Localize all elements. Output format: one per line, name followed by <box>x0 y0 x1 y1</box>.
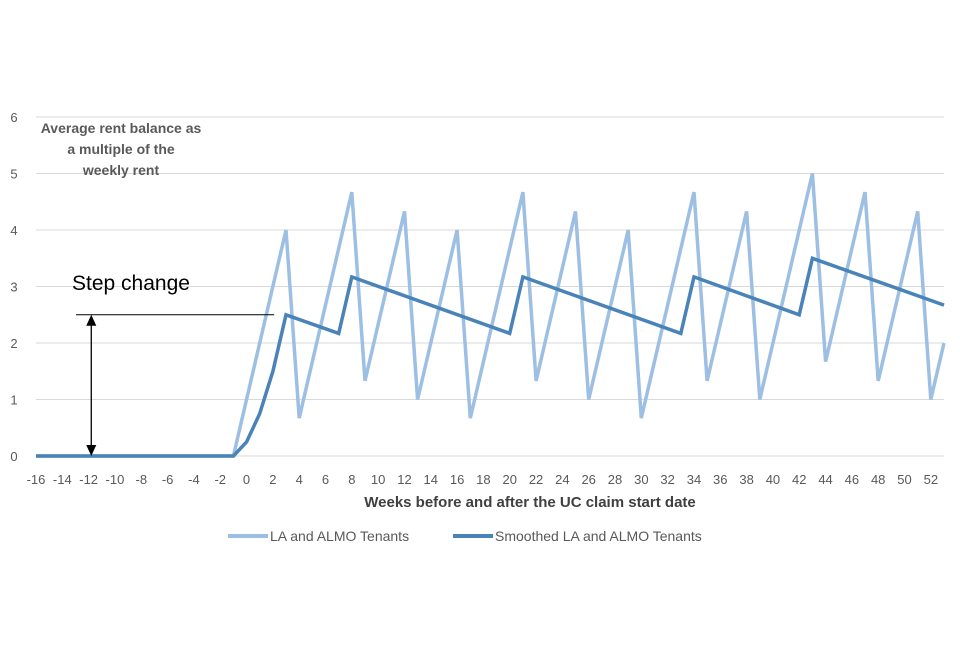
legend-label: LA and ALMO Tenants <box>270 528 410 544</box>
annotation-label: Step change <box>72 272 190 295</box>
x-tick-label: -4 <box>188 472 200 487</box>
x-tick-label: 50 <box>897 472 911 487</box>
series-lines <box>36 173 946 458</box>
y-axis-title: Average rent balance as a multiple of th… <box>36 118 206 181</box>
x-tick-label: 0 <box>243 472 250 487</box>
x-tick-label: 4 <box>296 472 303 487</box>
x-tick-label: -8 <box>135 472 147 487</box>
x-tick-label: 2 <box>269 472 276 487</box>
x-tick-label: 48 <box>871 472 885 487</box>
x-tick-label: 32 <box>660 472 674 487</box>
x-tick-label: -2 <box>214 472 226 487</box>
legend-item-smoothed: Smoothed LA and ALMO Tenants <box>453 528 702 544</box>
x-tick-label: 28 <box>608 472 622 487</box>
legend-swatch <box>453 534 493 538</box>
x-tick-label: -6 <box>162 472 174 487</box>
y-axis-title-line: a multiple of the <box>67 141 175 157</box>
legend-label: Smoothed LA and ALMO Tenants <box>495 528 702 544</box>
y-tick-labels: 0 1 2 3 4 5 6 <box>10 110 17 464</box>
series-line-smoothed <box>36 255 945 458</box>
legend-item-raw: LA and ALMO Tenants <box>228 528 409 544</box>
y-tick-label: 3 <box>10 280 17 295</box>
x-tick-label: -16 <box>27 472 46 487</box>
x-tick-label: 16 <box>450 472 464 487</box>
x-tick-label: 34 <box>687 472 701 487</box>
x-tick-label: 24 <box>555 472 569 487</box>
y-tick-label: 2 <box>10 336 17 351</box>
x-tick-label: 10 <box>371 472 385 487</box>
x-tick-label: 44 <box>818 472 832 487</box>
x-tick-label: 42 <box>792 472 806 487</box>
x-tick-label: 40 <box>766 472 780 487</box>
arrow-up-icon <box>86 314 97 326</box>
x-tick-labels: -16 -14 -12 -10 -8 -6 -4 -2 0 2 4 6 8 10 12 14 16 18 20 22 2… <box>27 472 938 487</box>
y-tick-label: 5 <box>10 167 17 182</box>
x-tick-label: 52 <box>924 472 938 487</box>
series-line-raw <box>36 173 946 458</box>
x-tick-label: -12 <box>79 472 98 487</box>
x-tick-label: 46 <box>845 472 859 487</box>
step-change-annotation <box>76 314 275 456</box>
y-tick-label: 1 <box>10 393 17 408</box>
x-tick-label: 36 <box>713 472 727 487</box>
x-axis-title: Weeks before and after the UC claim star… <box>364 494 696 511</box>
x-tick-label: 38 <box>739 472 753 487</box>
y-tick-label: 0 <box>10 449 17 464</box>
legend-swatch <box>228 534 268 538</box>
arrow-down-icon <box>86 445 97 456</box>
x-tick-label: -14 <box>53 472 72 487</box>
x-tick-label: 26 <box>581 472 595 487</box>
x-tick-label: 14 <box>424 472 438 487</box>
x-tick-label: 8 <box>348 472 355 487</box>
x-tick-label: 22 <box>529 472 543 487</box>
x-tick-label: 18 <box>476 472 490 487</box>
x-tick-label: -10 <box>106 472 125 487</box>
gridlines <box>36 116 944 457</box>
x-tick-label: 30 <box>634 472 648 487</box>
y-axis-title-line: weekly rent <box>82 162 160 178</box>
x-tick-label: 6 <box>322 472 329 487</box>
x-tick-label: 12 <box>397 472 411 487</box>
x-tick-label: 20 <box>503 472 517 487</box>
y-axis-title-line: Average rent balance as <box>40 120 202 136</box>
y-tick-label: 6 <box>10 110 17 125</box>
y-tick-label: 4 <box>10 223 17 238</box>
